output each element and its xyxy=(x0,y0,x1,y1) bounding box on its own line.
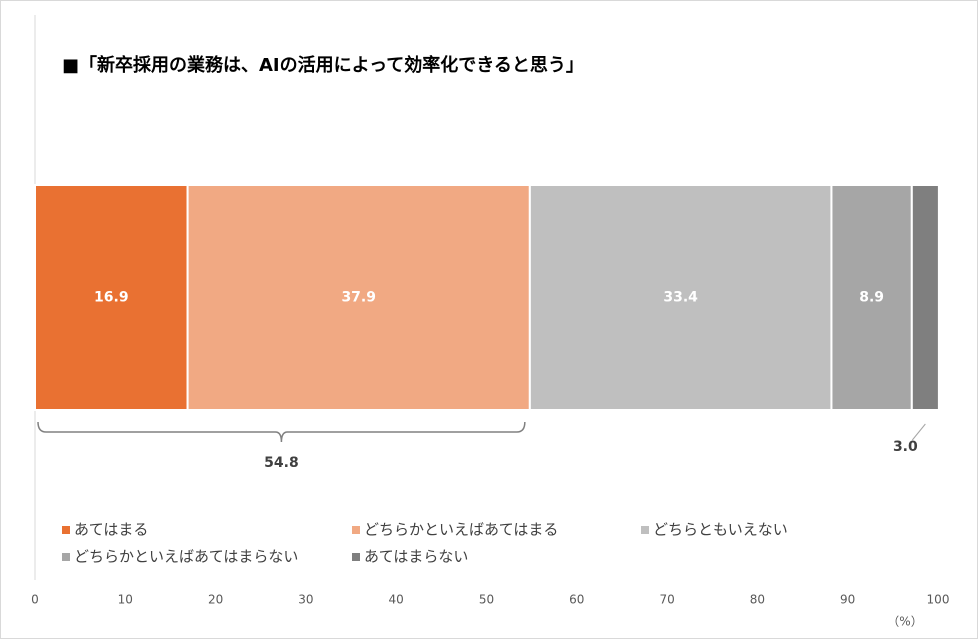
bar-segment xyxy=(910,184,940,411)
value-label: 3.0 xyxy=(893,439,918,455)
legend-marker xyxy=(62,553,70,561)
chart-title: ■「新卒採用の業務は、AIの活用によって効率化できると思う」 xyxy=(62,54,584,76)
value-label: 8.9 xyxy=(859,290,884,306)
legend-label: どちらかといえばあてはまる xyxy=(364,521,558,539)
x-tick-label: 40 xyxy=(389,593,404,607)
x-tick-label: 0 xyxy=(31,593,39,607)
x-tick-label: 10 xyxy=(118,593,133,607)
bracket xyxy=(37,421,526,443)
legend-label: あてはまる xyxy=(74,521,148,539)
bracket-label: 54.8 xyxy=(264,455,299,471)
x-tick-label: 60 xyxy=(569,593,584,607)
legend-marker xyxy=(62,526,70,534)
legend-label: どちらかといえばあてはまらない xyxy=(74,548,298,566)
legend-label: どちらともいえない xyxy=(653,521,788,539)
x-tick-label: 90 xyxy=(840,593,855,607)
bar-segment xyxy=(34,184,189,411)
legend-marker xyxy=(641,526,649,534)
bar-segment xyxy=(186,184,531,411)
x-tick-label: 80 xyxy=(750,593,765,607)
x-tick-label: 30 xyxy=(298,593,313,607)
x-tick-label: 70 xyxy=(659,593,674,607)
x-tick-label: 20 xyxy=(208,593,223,607)
legend-label: あてはまらない xyxy=(364,548,468,566)
leader-line xyxy=(911,423,926,441)
legend-marker xyxy=(352,526,360,534)
value-label: 37.9 xyxy=(341,290,376,306)
value-label: 16.9 xyxy=(94,290,129,306)
x-tick-label: 100 xyxy=(927,593,950,607)
x-tick-label: 50 xyxy=(479,593,494,607)
value-label: 33.4 xyxy=(663,290,698,306)
x-axis-label: （%） xyxy=(887,615,922,629)
legend-marker xyxy=(352,553,360,561)
